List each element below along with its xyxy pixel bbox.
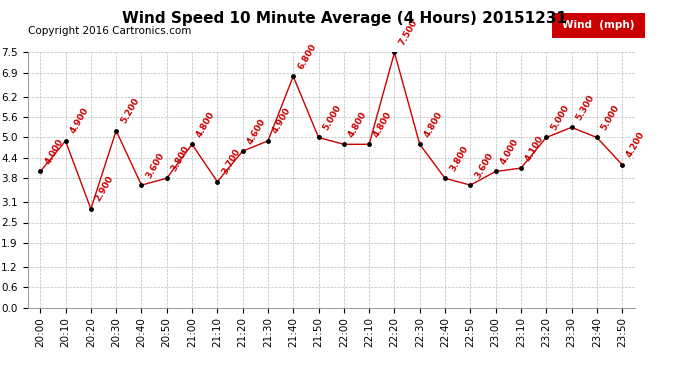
- Text: 4.900: 4.900: [270, 106, 293, 135]
- Text: 4.100: 4.100: [524, 134, 546, 162]
- Text: 5.000: 5.000: [322, 103, 343, 132]
- Text: 4.800: 4.800: [372, 110, 394, 139]
- Text: 4.000: 4.000: [43, 137, 65, 166]
- Text: 4.000: 4.000: [498, 137, 520, 166]
- Text: 3.800: 3.800: [170, 144, 191, 173]
- Text: 3.600: 3.600: [473, 151, 495, 180]
- Text: 4.900: 4.900: [68, 106, 90, 135]
- Text: 5.000: 5.000: [549, 103, 571, 132]
- Text: 6.800: 6.800: [296, 42, 318, 71]
- Text: 3.700: 3.700: [220, 147, 242, 176]
- Text: 2.900: 2.900: [94, 174, 115, 203]
- Text: 3.600: 3.600: [144, 151, 166, 180]
- Text: 5.000: 5.000: [600, 103, 622, 132]
- Text: 7.500: 7.500: [397, 18, 419, 47]
- Text: 5.200: 5.200: [119, 96, 141, 125]
- Text: Wind Speed 10 Minute Average (4 Hours) 20151231: Wind Speed 10 Minute Average (4 Hours) 2…: [123, 11, 567, 26]
- Text: 4.800: 4.800: [422, 110, 444, 139]
- Text: Wind  (mph): Wind (mph): [562, 20, 635, 30]
- Text: 3.800: 3.800: [448, 144, 470, 173]
- Text: 5.300: 5.300: [574, 93, 596, 122]
- Text: 4.800: 4.800: [346, 110, 368, 139]
- Text: Copyright 2016 Cartronics.com: Copyright 2016 Cartronics.com: [28, 26, 191, 36]
- Text: 4.600: 4.600: [246, 117, 267, 146]
- Text: 4.200: 4.200: [625, 130, 647, 159]
- Text: 4.800: 4.800: [195, 110, 217, 139]
